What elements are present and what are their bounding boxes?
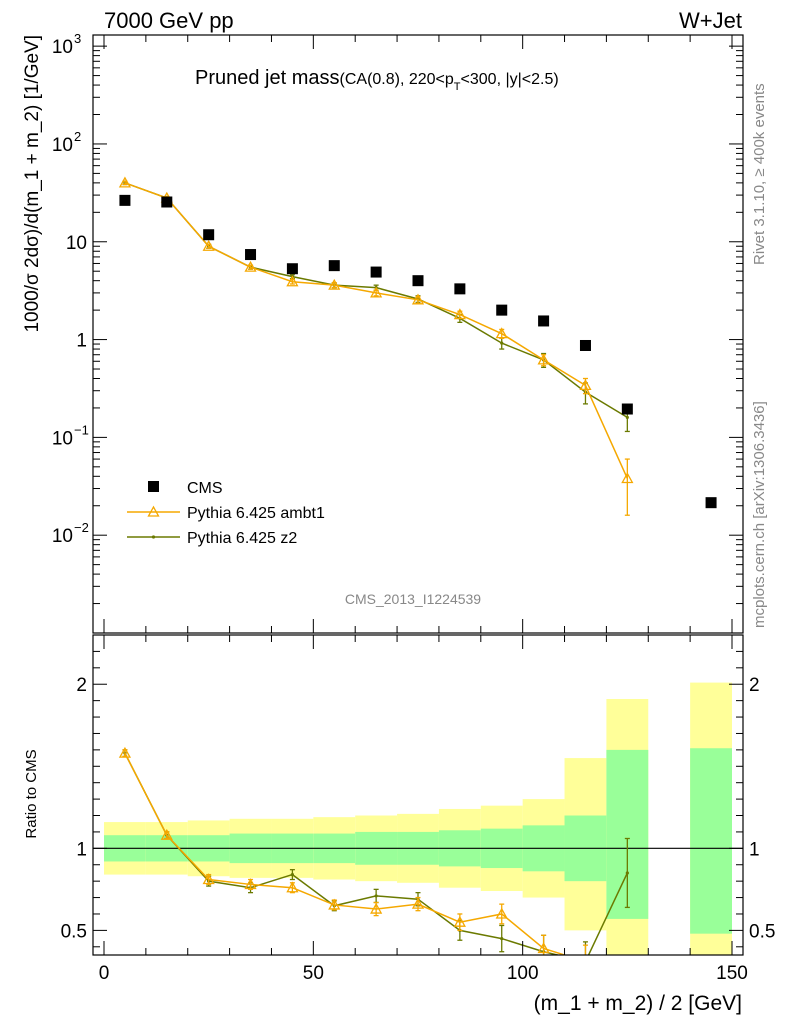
main-series-layer xyxy=(118,176,717,516)
ratio-frame xyxy=(92,634,744,956)
title-main: Pruned jet mass xyxy=(195,67,340,89)
main-y-tick-label: 10 xyxy=(52,428,73,449)
ratio-z2-point xyxy=(625,871,629,875)
ratio-z2-point xyxy=(290,872,294,877)
z2-point xyxy=(625,415,629,420)
ambt1-point xyxy=(411,293,425,305)
x-axis-label: (m_1 + m_2) / 2 [GeV] xyxy=(534,992,742,1015)
ratio-ambt1-point xyxy=(411,897,425,909)
ratio-ambt1-point xyxy=(328,898,341,910)
legend-ambt1-label: Pythia 6.425 ambt1 xyxy=(187,505,325,522)
cms-point xyxy=(621,403,633,415)
chart-title: Pruned jet mass(CA(0.8), 220<pT<300, |y|… xyxy=(195,67,559,93)
ratio-z2-point xyxy=(584,960,587,963)
ratio-z2-point xyxy=(374,894,378,898)
header-right: W+Jet xyxy=(679,8,742,33)
cms-point xyxy=(203,229,215,241)
main-y-tick-label: 10 xyxy=(52,135,73,156)
ratio-y-tick-label-right: 1 xyxy=(749,839,760,860)
ambt1-point xyxy=(202,239,215,251)
ratio-ambt1-point xyxy=(118,746,132,758)
main-y-tick-exponent: −1 xyxy=(74,422,89,437)
cms-point xyxy=(286,263,298,275)
cms-point xyxy=(161,196,173,208)
cms-point xyxy=(538,315,550,327)
ambt1-point xyxy=(286,275,299,287)
main-y-tick-exponent: 3 xyxy=(74,31,81,46)
x-tick-label: 100 xyxy=(507,963,539,984)
cms-point xyxy=(370,266,382,278)
analysis-id: CMS_2013_I1224539 xyxy=(345,591,481,607)
cms-point xyxy=(119,194,131,206)
ratio-series-layer xyxy=(118,746,630,966)
ratio-y-tick-label-left: 2 xyxy=(76,675,87,696)
legend-z2-label: Pythia 6.425 z2 xyxy=(187,530,297,547)
cms-point xyxy=(328,260,340,272)
ratio-ambt1-point xyxy=(537,942,550,954)
ratio-ambt1-line xyxy=(124,752,568,955)
main-y-tick-label: 10 xyxy=(52,37,73,58)
ambt1-line xyxy=(124,182,629,479)
x-tick-label: 150 xyxy=(716,963,748,984)
z2-point xyxy=(500,341,504,345)
ratio-ambt1-point xyxy=(370,902,383,914)
ratio-ambt1-point xyxy=(453,915,466,927)
ambt1-point xyxy=(495,327,508,339)
ambt1-point xyxy=(118,176,132,188)
z2-line xyxy=(124,182,628,419)
ratio-y-tick-label-right: 2 xyxy=(749,675,760,696)
ratio-y-tick-label-left: 0.5 xyxy=(61,921,87,942)
cms-point xyxy=(579,339,591,351)
cms-point xyxy=(705,497,717,509)
ratio-axes: 0.5 0.5 1 1 2 2 0 50 100 150 xyxy=(61,634,775,984)
ambt1-point xyxy=(579,379,592,391)
header-left: 7000 GeV pp xyxy=(104,8,234,33)
legend-z2-marker xyxy=(151,535,156,539)
ratio-ambt1-point xyxy=(286,881,299,893)
cms-point xyxy=(412,275,424,287)
ratio-ambt1-point xyxy=(202,873,215,885)
legend-ambt1-marker xyxy=(147,505,160,517)
x-tick-label: 50 xyxy=(303,963,324,984)
ratio-ambt1-point xyxy=(580,957,590,966)
ratio-ambt1-point xyxy=(244,878,257,890)
main-y-tick-label: 10 xyxy=(66,233,87,254)
main-y-tick-label: 1 xyxy=(76,331,87,352)
main-y-tick-exponent: 2 xyxy=(74,129,81,144)
ambt1-point xyxy=(621,472,634,484)
ratio-ambt1-point xyxy=(160,828,173,840)
ambt1-point xyxy=(537,353,550,365)
main-ylabel: 1000/σ 2dσ)/d(m_1 + m_2) [1/GeV] xyxy=(22,35,43,333)
ambt1-point xyxy=(328,278,341,290)
ambt1-point xyxy=(370,286,383,298)
ratio-y-tick-label-left: 1 xyxy=(76,839,87,860)
mcplots-label: mcplots.cern.ch [arXiv:1306.3436] xyxy=(751,401,768,628)
title-tail: <300, |y|<2.5) xyxy=(461,71,559,88)
main-frame xyxy=(92,34,744,634)
inner-band xyxy=(690,748,732,934)
ambt1-point xyxy=(453,308,466,320)
main-y-tick-exponent: −2 xyxy=(74,520,89,535)
cms-point xyxy=(245,249,257,261)
cms-point xyxy=(454,283,466,295)
ambt1-point xyxy=(244,260,257,272)
legend-cms-marker xyxy=(148,481,159,492)
main-y-tick-label: 10 xyxy=(52,526,73,547)
ratio-ambt1-point xyxy=(495,907,508,919)
rivet-label: Rivet 3.1.10, ≥ 400k events xyxy=(751,83,768,265)
cms-point xyxy=(496,304,508,316)
title-cuts: (CA(0.8), 220<p xyxy=(340,71,454,88)
ratio-bands xyxy=(93,682,743,955)
ratio-y-tick-label-right: 0.5 xyxy=(749,921,775,942)
ratio-z2-point xyxy=(500,936,504,941)
title-sub: T xyxy=(454,81,461,93)
ratio-ylabel: Ratio to CMS xyxy=(23,749,40,838)
x-tick-label: 0 xyxy=(99,963,110,984)
legend-cms-label: CMS xyxy=(187,480,223,497)
legend: CMS Pythia 6.425 ambt1 Pythia 6.425 z2 xyxy=(127,480,325,547)
